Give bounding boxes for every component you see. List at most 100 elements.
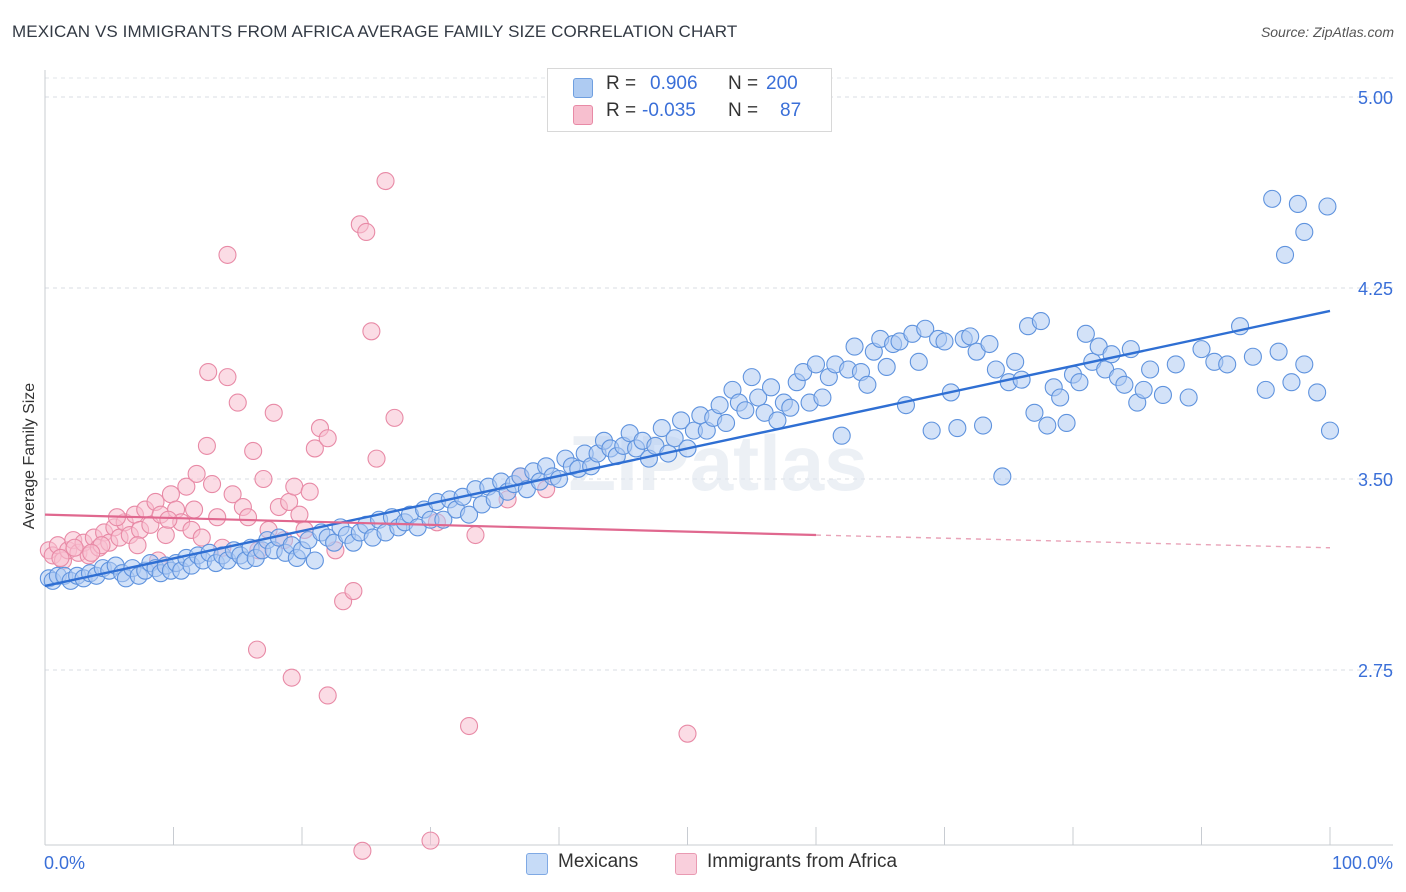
africa-point <box>376 171 395 191</box>
mexicans-point <box>459 505 479 524</box>
africa-point <box>156 525 175 545</box>
mexicans-point <box>980 334 999 354</box>
mexicans-point <box>1269 342 1288 361</box>
africa-point <box>185 500 204 519</box>
mexicans-point <box>1134 380 1153 399</box>
africa-point <box>421 831 440 850</box>
legend-label-mexicans: Mexicans <box>558 851 639 872</box>
africa-point <box>459 716 479 736</box>
legend-r-value: -0.035 <box>642 100 696 121</box>
mexicans-point <box>1006 352 1025 371</box>
mexicans-point <box>948 419 967 438</box>
africa-point <box>177 477 196 496</box>
mexicans-point <box>1295 222 1314 242</box>
mexicans-point <box>832 426 851 445</box>
africa-point <box>362 322 381 341</box>
mexicans-point <box>1166 355 1185 374</box>
africa-point <box>318 686 337 705</box>
mexicans-point <box>716 413 736 433</box>
mexicans-point <box>1318 197 1337 216</box>
africa-point <box>159 510 178 529</box>
africa-point <box>192 528 211 547</box>
africa-point <box>357 222 376 242</box>
mexicans-point <box>845 337 864 356</box>
mexicans-point <box>742 368 761 387</box>
x-tick-label: 100.0% <box>1332 853 1393 873</box>
africa-point <box>208 508 227 527</box>
y-tick-label: 2.75 <box>1358 661 1393 681</box>
mexicans-point <box>961 327 980 346</box>
legend-r-label: R = <box>606 100 637 121</box>
mexicans-point <box>877 357 896 376</box>
africa-point <box>367 449 386 468</box>
mexicans-point <box>1051 388 1070 407</box>
mexicans-point <box>710 396 729 415</box>
africa-point <box>282 668 301 687</box>
africa-point <box>238 508 258 527</box>
mexicans-point <box>1288 194 1307 214</box>
mexicans-point <box>1076 324 1095 343</box>
mexicans-point <box>1243 347 1262 366</box>
mexicans-point <box>922 421 941 440</box>
legend-n-label: N = <box>728 73 759 94</box>
y-tick-label: 3.50 <box>1358 470 1393 490</box>
trend-line-mexicans <box>44 309 1331 588</box>
mexicans-point <box>1115 375 1134 394</box>
legend-n-label: N = <box>728 100 759 121</box>
africa-point <box>161 485 180 504</box>
mexicans-point <box>749 388 768 407</box>
y-tick-label: 4.25 <box>1358 279 1393 299</box>
legend-r-label: R = <box>606 73 637 94</box>
mexicans-point <box>1057 413 1076 433</box>
africa-point <box>264 403 283 422</box>
legend-swatch-mexicans <box>526 853 548 875</box>
africa-point <box>285 477 304 496</box>
mexicans-point <box>1275 245 1295 264</box>
mexicans-point <box>806 355 826 374</box>
legend-swatch-africa <box>675 853 697 875</box>
mexicans-point <box>1263 189 1282 208</box>
africa-point <box>318 429 337 448</box>
mexicans-point <box>768 411 787 430</box>
chart-title: MEXICAN VS IMMIGRANTS FROM AFRICA AVERAG… <box>12 22 738 41</box>
africa-point <box>300 482 319 501</box>
mexicans-point <box>1179 388 1198 407</box>
mexicans-point <box>305 551 324 570</box>
mexicans-point <box>973 416 993 435</box>
legend-n-value: 200 <box>766 73 798 94</box>
mexicans-point <box>909 352 928 371</box>
africa-point <box>82 543 101 562</box>
mexicans-point <box>1070 373 1089 392</box>
mexicans-point <box>672 411 691 430</box>
mexicans-point <box>652 419 671 438</box>
trend-line-africa <box>44 513 817 537</box>
trend-line-africa-dashed <box>815 534 1331 549</box>
mexicans-point <box>1256 380 1275 399</box>
mexicans-point <box>665 429 684 448</box>
mexicans-point <box>1153 385 1172 405</box>
africa-point <box>305 439 324 458</box>
africa-point <box>344 582 363 601</box>
africa-point <box>197 436 216 455</box>
grid-lines <box>45 77 1393 671</box>
mexicans-point <box>993 467 1012 486</box>
mexicans-point <box>858 375 877 394</box>
mexicans-point <box>1295 355 1314 374</box>
trend-lines <box>44 309 1331 588</box>
mexicans-point <box>1192 340 1211 359</box>
africa-point <box>385 408 404 427</box>
africa-point <box>199 362 218 382</box>
mexicans-point <box>935 332 954 351</box>
mexicans-point <box>549 469 569 489</box>
legend-stats: R = 0.906 N = 200 R = -0.035 N = 87 <box>547 68 832 132</box>
mexicans-point <box>1282 373 1301 392</box>
mexicans-point <box>1025 403 1044 422</box>
mexicans-point <box>986 360 1005 379</box>
mexicans-point <box>781 398 800 417</box>
mexicans-point <box>813 388 832 407</box>
africa-point <box>228 393 247 412</box>
x-tick-label: 0.0% <box>44 853 85 873</box>
africa-point <box>65 538 84 557</box>
legend-n-value: 87 <box>780 100 802 121</box>
legend-r-value: 0.906 <box>650 73 698 94</box>
